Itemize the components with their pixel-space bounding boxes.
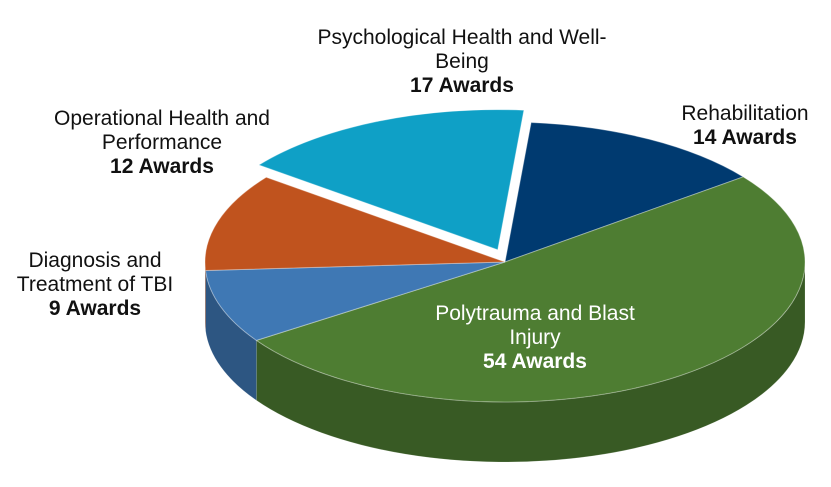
slice-label: Diagnosis and Treatment of TBI 9 Awards xyxy=(0,249,190,321)
slice xyxy=(257,109,525,251)
value-label: 14 Awards xyxy=(693,126,797,149)
slice-label: Polytrauma and Blast Injury 54 Awards xyxy=(435,302,635,374)
slice-label: Operational Health and Performance 12 Awa… xyxy=(47,107,277,179)
slice xyxy=(204,176,506,272)
slice-label: Psychological Health and Well-Being 17 Aw… xyxy=(312,26,612,98)
slice xyxy=(255,176,806,403)
slice-label: Rehabilitation 14 Awards xyxy=(670,102,820,150)
slice xyxy=(504,122,745,263)
value-label: 9 Awards xyxy=(48,297,142,320)
category-name: Rehabilitation xyxy=(681,102,809,125)
slice xyxy=(204,261,506,341)
category-name: Psychological Health and Well-Being xyxy=(317,26,607,73)
value-label: 12 Awards xyxy=(110,155,214,178)
category-name: Diagnosis and Treatment of TBI xyxy=(16,249,174,296)
value-label: 17 Awards xyxy=(410,74,514,97)
category-name: Operational Health and Performance xyxy=(54,107,270,154)
category-name: Polytrauma and Blast Injury xyxy=(435,302,635,349)
value-label: 54 Awards xyxy=(483,350,587,373)
